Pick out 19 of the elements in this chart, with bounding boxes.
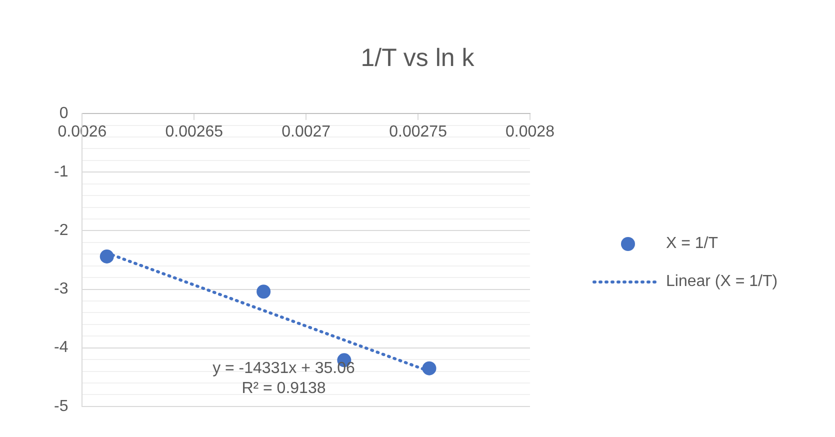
y-tick-label: -1 (54, 164, 68, 181)
point (256, 284, 271, 299)
y-tick-label: 0 (59, 105, 68, 122)
x-tick-label: 0.0028 (506, 124, 555, 141)
chart-title: 1/T vs ln k (360, 44, 476, 73)
y-tick-label: -3 (54, 280, 68, 298)
legend-label: X = 1/T (666, 235, 718, 253)
y-tick-label: -4 (54, 339, 68, 356)
y-tick-label: -2 (54, 222, 68, 240)
x-tick-label: 0.00265 (165, 124, 224, 141)
x-tick-label: 0.00275 (389, 124, 448, 141)
legend-label: Linear (X = 1/T) (666, 273, 778, 291)
annotation: R² = 0.9138 (242, 380, 326, 397)
annotation: y = -14331x + 35.06 (212, 360, 355, 377)
point (422, 361, 436, 376)
y-tick-label: -5 (54, 398, 68, 415)
point (100, 249, 114, 264)
x-tick-label: 0.0026 (58, 124, 107, 141)
x-tick-label: 0.0027 (282, 124, 331, 141)
